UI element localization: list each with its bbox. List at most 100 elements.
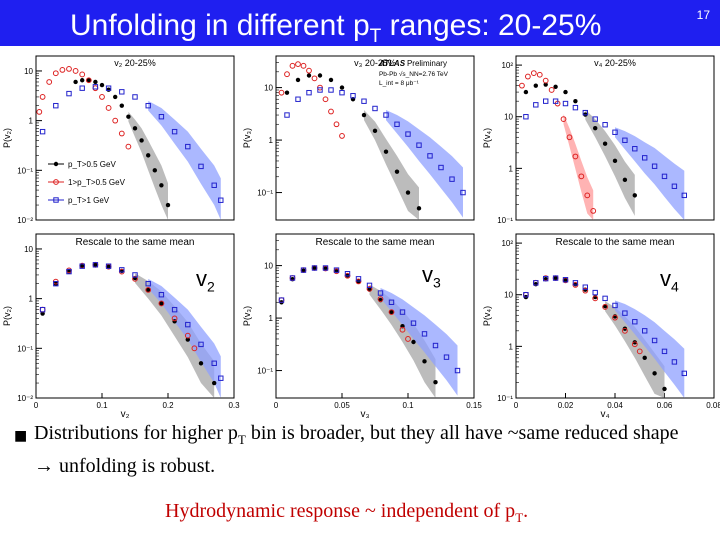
y-axis-label: P(v₃) bbox=[242, 128, 252, 148]
footer-text-sub: T bbox=[515, 510, 524, 525]
x-tick-label: 0.06 bbox=[657, 401, 673, 410]
body-text-b: bin is broader, but they all have ~same … bbox=[245, 422, 679, 444]
data-point bbox=[661, 348, 668, 355]
data-point bbox=[438, 164, 444, 171]
data-point bbox=[572, 280, 579, 286]
y-tick-label: 10⁻¹ bbox=[257, 189, 273, 198]
data-point bbox=[289, 275, 296, 281]
data-point bbox=[295, 77, 301, 83]
data-point bbox=[105, 263, 112, 269]
legend-marker bbox=[53, 179, 59, 185]
data-point bbox=[523, 292, 529, 298]
data-point bbox=[52, 70, 59, 77]
data-point bbox=[126, 114, 131, 119]
atlas-info-line: Pb-Pb √s_NN=2.76 TeV bbox=[379, 70, 449, 78]
data-point bbox=[651, 337, 658, 344]
x-tick-label: 0.15 bbox=[466, 401, 482, 410]
data-point bbox=[584, 192, 591, 199]
data-point bbox=[530, 70, 537, 76]
uncertainty-band bbox=[364, 109, 419, 220]
data-point bbox=[405, 131, 411, 137]
data-point bbox=[306, 73, 312, 78]
x-tick-label: 0.08 bbox=[706, 401, 720, 410]
atlas-info-line: L_int = 8 μb⁻¹ bbox=[379, 80, 420, 87]
data-point bbox=[636, 348, 643, 355]
y-tick-label: 10 bbox=[504, 291, 513, 300]
x-tick-label: 0.3 bbox=[228, 401, 240, 410]
data-point bbox=[602, 141, 608, 146]
y-tick-label: 1 bbox=[509, 342, 514, 351]
data-point bbox=[350, 93, 356, 99]
data-point bbox=[59, 67, 66, 73]
chart-v3-rescaled: 10⁻¹ 1 10 0 0.05 0.1 0.15 v₃ P(v₃) Rescale to the… bbox=[242, 233, 482, 420]
data-point bbox=[218, 197, 224, 203]
x-axis-label: v₄ bbox=[601, 409, 610, 420]
data-point bbox=[119, 103, 125, 108]
body-text-sub: T bbox=[237, 432, 246, 447]
x-tick-label: 0.05 bbox=[334, 401, 350, 410]
y-tick-label: 10 bbox=[264, 262, 273, 271]
data-point bbox=[284, 71, 290, 78]
data-point bbox=[333, 267, 340, 273]
bullet-text: Distributions for higher pT bin is broad… bbox=[34, 420, 694, 479]
y-axis-label: P(v₄) bbox=[482, 306, 492, 326]
data-point bbox=[92, 262, 99, 268]
x-axis-label: v₃ bbox=[361, 409, 370, 420]
data-point bbox=[145, 102, 151, 109]
data-point bbox=[333, 121, 340, 128]
data-point bbox=[612, 158, 618, 164]
data-point bbox=[399, 309, 406, 315]
data-point bbox=[632, 146, 638, 152]
data-point bbox=[590, 208, 597, 214]
y-tick-label: 10 bbox=[264, 84, 273, 93]
data-point bbox=[533, 102, 539, 108]
data-point bbox=[198, 163, 204, 170]
data-point bbox=[383, 112, 389, 118]
footer-text: Hydrodynamic response ~ independent of p… bbox=[165, 500, 528, 526]
y-axis-label: P(v₂) bbox=[2, 128, 12, 148]
data-point bbox=[553, 275, 558, 281]
data-point bbox=[171, 128, 178, 135]
data-point bbox=[563, 278, 568, 283]
data-point bbox=[185, 321, 191, 328]
y-tick-label: 1 bbox=[269, 314, 274, 323]
data-point bbox=[592, 295, 599, 302]
data-point bbox=[548, 87, 555, 93]
data-point bbox=[79, 263, 85, 269]
title-subscript: T bbox=[369, 26, 382, 47]
data-point bbox=[36, 108, 43, 115]
data-point bbox=[40, 311, 45, 316]
x-tick-label: 0.1 bbox=[96, 401, 108, 410]
footer-text-b: . bbox=[523, 500, 529, 522]
data-point bbox=[212, 380, 217, 386]
data-point bbox=[662, 386, 667, 392]
data-point bbox=[377, 296, 384, 302]
legend-marker bbox=[53, 197, 59, 203]
y-tick-label: 10⁻¹ bbox=[497, 216, 513, 225]
data-point bbox=[106, 264, 111, 269]
chart-v2-rescaled: 10⁻² 10⁻¹ 1 10 0 0.1 0.2 0.3 v₂ P(v₂) Rescale to t… bbox=[2, 233, 240, 420]
data-point bbox=[593, 125, 598, 131]
y-tick-label: 1 bbox=[29, 117, 34, 126]
uncertainty-band bbox=[135, 273, 215, 398]
data-point bbox=[416, 142, 422, 148]
data-point bbox=[339, 85, 345, 90]
y-tick-label: 1 bbox=[509, 164, 514, 173]
atlas-label: ATLAS bbox=[378, 59, 406, 68]
data-point bbox=[543, 98, 549, 104]
data-point bbox=[523, 114, 529, 120]
data-point bbox=[524, 73, 531, 80]
data-point bbox=[642, 155, 648, 161]
footer-text-a: Hydrodynamic response ~ independent of p bbox=[165, 500, 516, 522]
data-point bbox=[145, 286, 152, 293]
body-text-a: Distributions for higher p bbox=[34, 422, 238, 444]
legend-marker bbox=[53, 161, 59, 167]
row-label-v3: v3 bbox=[422, 262, 441, 290]
y-tick-label: 10⁻¹ bbox=[17, 166, 33, 175]
data-point bbox=[582, 287, 589, 294]
data-point bbox=[612, 302, 618, 309]
data-point bbox=[622, 177, 628, 183]
data-point bbox=[171, 306, 178, 313]
data-point bbox=[132, 272, 138, 278]
data-point bbox=[582, 109, 588, 116]
